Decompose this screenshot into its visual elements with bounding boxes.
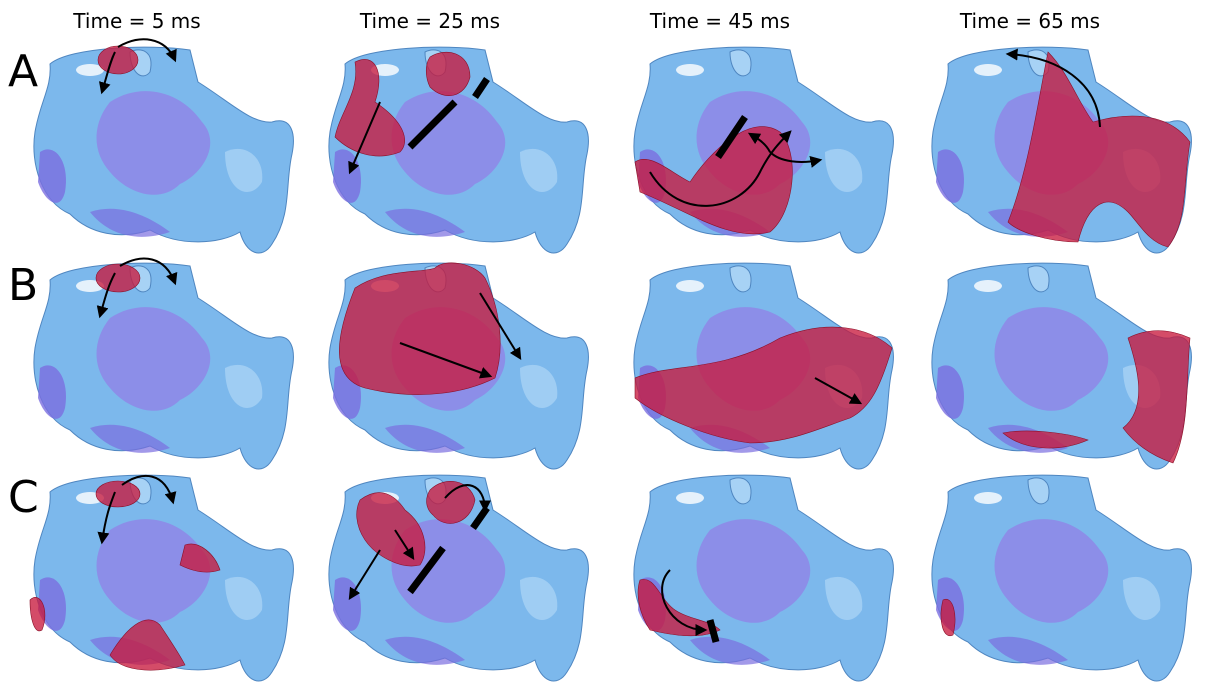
- panel: [932, 263, 1192, 469]
- column-header: Time = 65 ms: [959, 9, 1100, 33]
- panel: [932, 475, 1192, 681]
- panel: [329, 263, 589, 469]
- row-label: A: [8, 46, 38, 97]
- column-header: Time = 5 ms: [72, 9, 200, 33]
- row-label: B: [8, 260, 38, 311]
- figure: Time = 5 ms Time = 25 ms Time = 45 ms Ti…: [0, 0, 1206, 693]
- panel: [634, 475, 894, 681]
- panel: [30, 475, 293, 681]
- panel: [329, 47, 589, 253]
- panel: [932, 47, 1192, 253]
- panel: [329, 475, 589, 681]
- panel: [634, 263, 894, 469]
- row-label: C: [8, 472, 39, 523]
- column-header: Time = 45 ms: [649, 9, 790, 33]
- panel: [34, 259, 294, 469]
- column-header: Time = 25 ms: [359, 9, 500, 33]
- panel: [34, 39, 294, 253]
- panel: [634, 47, 894, 253]
